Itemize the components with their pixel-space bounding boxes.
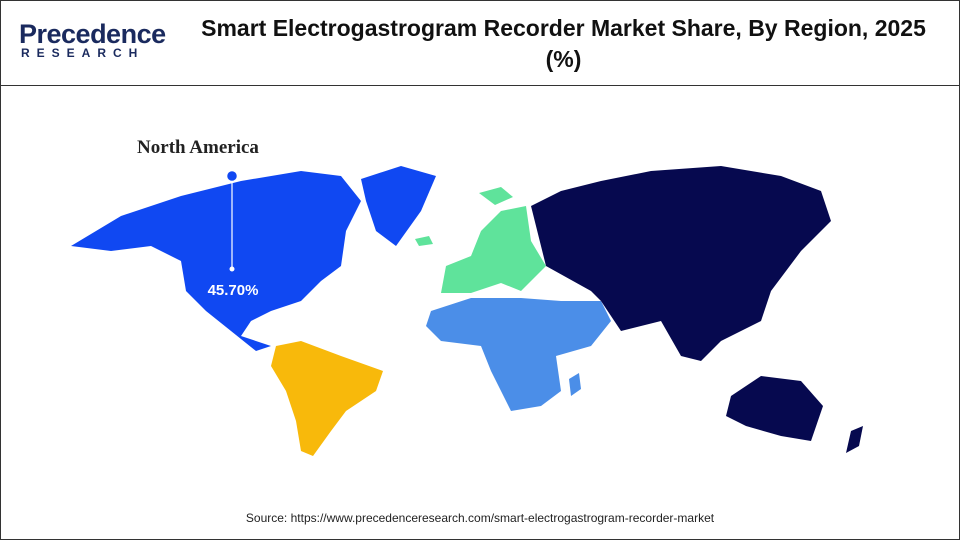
title: Smart Electrogastrogram Recorder Market … — [201, 15, 926, 72]
callout-end — [229, 266, 235, 272]
north-america — [71, 166, 436, 351]
callout-label: North America — [137, 137, 259, 158]
middle-east-africa — [426, 298, 611, 411]
scandinavia — [479, 187, 513, 205]
europe — [415, 187, 546, 293]
iceland — [415, 236, 433, 246]
region-shape — [71, 171, 361, 351]
region-shape — [531, 166, 831, 361]
world-map: North America 45.70% — [71, 137, 863, 456]
logo-subtitle: RESEARCH — [21, 46, 145, 60]
callout-value: 45.70% — [208, 282, 259, 299]
latin-america — [271, 341, 383, 456]
callout-dot — [225, 169, 239, 183]
australia — [726, 376, 823, 441]
header: Precedence RESEARCH Smart Electrogastrog… — [1, 1, 959, 86]
region-shape — [441, 206, 546, 293]
logo-name: Precedence — [19, 19, 166, 49]
asia-pacific — [531, 166, 863, 453]
new-zealand — [846, 426, 863, 453]
madagascar — [569, 373, 581, 396]
region-shape — [426, 298, 611, 411]
greenland — [361, 166, 436, 246]
source: Source: https://www.precedenceresearch.c… — [245, 511, 715, 525]
